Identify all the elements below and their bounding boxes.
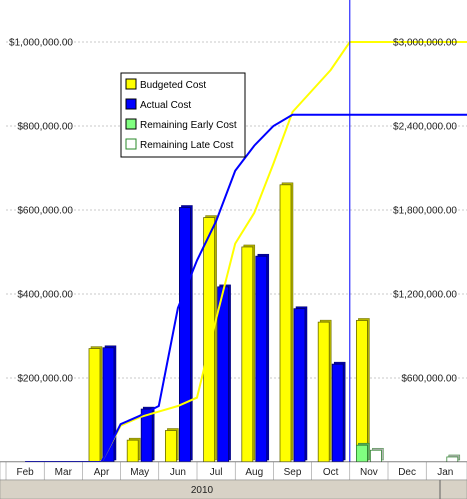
month-label: Jul — [210, 467, 223, 478]
left-tick-label: $400,000.00 — [17, 290, 73, 301]
left-tick-label: $1,000,000.00 — [9, 38, 73, 49]
bar — [355, 320, 368, 463]
line-series — [25, 41, 467, 463]
bar — [331, 363, 344, 463]
x-axis: Feb Mar Apr May Jun Jul Aug Sep Oct Nov Dec Jan 2010 — [0, 461, 467, 499]
month-label: May — [130, 467, 149, 478]
bar — [355, 444, 368, 463]
legend: Budgeted Cost Actual Cost Remaining Early … — [120, 72, 246, 158]
right-tick-label: $3,000,000.00 — [393, 38, 457, 49]
bar — [178, 207, 191, 463]
cumulative-line — [25, 113, 467, 463]
month-label: Feb — [16, 467, 34, 478]
year-label: 2010 — [191, 485, 214, 496]
month-label: Aug — [245, 467, 263, 478]
month-label: Apr — [94, 467, 110, 478]
right-tick-label: $2,400,000.00 — [393, 122, 457, 133]
legend-label: Actual Cost — [140, 100, 191, 111]
bar — [203, 217, 216, 463]
left-tick-label: $800,000.00 — [17, 122, 73, 133]
left-tick-label: $600,000.00 — [17, 206, 73, 217]
bar — [102, 347, 115, 463]
bar — [88, 348, 101, 463]
legend-box — [120, 72, 246, 158]
legend-swatch — [125, 78, 137, 90]
bar — [241, 246, 254, 463]
right-axis: $600,000.00 $1,200,000.00 $1,800,000.00 $2,… — [393, 38, 457, 385]
bar — [369, 449, 382, 463]
legend-swatch — [125, 118, 137, 130]
month-label: Jun — [170, 467, 186, 478]
month-label: Oct — [323, 467, 339, 478]
legend-label: Remaining Late Cost — [140, 140, 234, 151]
bar — [293, 308, 306, 463]
left-tick-label: $200,000.00 — [17, 374, 73, 385]
bar — [446, 456, 459, 463]
bar — [317, 321, 330, 463]
right-tick-label: $1,200,000.00 — [393, 290, 457, 301]
legend-swatch — [125, 138, 137, 150]
bar — [126, 439, 139, 463]
legend-label: Budgeted Cost — [140, 80, 206, 91]
right-tick-label: $1,800,000.00 — [393, 206, 457, 217]
left-axis: $200,000.00 $400,000.00 $600,000.00 $800,00… — [9, 38, 73, 385]
year-band — [0, 479, 467, 499]
cumulative-line — [25, 41, 467, 463]
month-label: Dec — [398, 467, 416, 478]
bar — [279, 184, 292, 463]
month-label: Nov — [360, 467, 378, 478]
bar — [217, 286, 230, 463]
legend-swatch — [125, 98, 137, 110]
legend-label: Remaining Early Cost — [140, 120, 237, 131]
month-label: Mar — [55, 467, 73, 478]
bar — [255, 255, 268, 463]
right-tick-label: $600,000.00 — [401, 374, 457, 385]
month-label: Sep — [284, 467, 302, 478]
month-label: Jan — [437, 467, 453, 478]
bar — [164, 430, 177, 463]
